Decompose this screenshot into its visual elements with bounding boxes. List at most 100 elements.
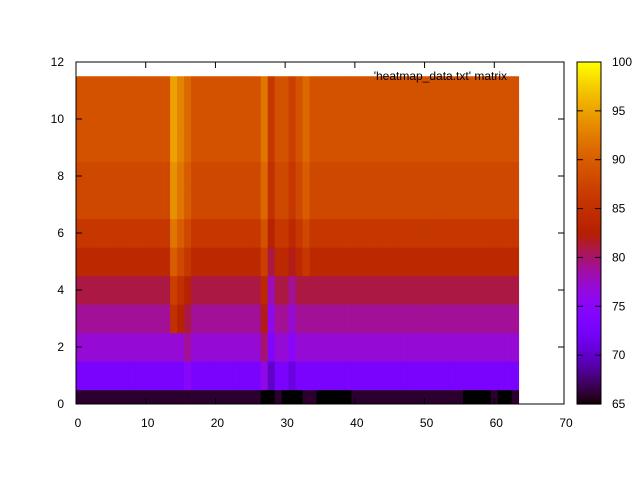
colorbar-band <box>577 78 601 81</box>
heatmap-cell <box>393 161 401 191</box>
heatmap-cell <box>344 133 352 163</box>
colorbar-band <box>577 182 601 185</box>
colorbar-band <box>577 310 601 313</box>
heatmap-cell <box>274 361 283 391</box>
heatmap-cell <box>442 332 450 362</box>
heatmap-cell <box>462 304 471 334</box>
heatmap-cell <box>260 275 269 305</box>
heatmap-cell <box>462 133 471 163</box>
colorbar-band <box>577 364 601 367</box>
heatmap-cell <box>309 332 317 362</box>
heatmap-cell <box>309 361 317 391</box>
heatmap-cell <box>128 218 136 248</box>
heatmap-cell <box>232 190 241 220</box>
heatmap-cell <box>407 218 415 248</box>
heatmap-cell <box>497 133 506 163</box>
heatmap-cell <box>448 190 457 220</box>
heatmap-cell <box>267 389 276 405</box>
heatmap-cell <box>462 361 471 391</box>
heatmap-cell <box>442 275 450 305</box>
heatmap-cell <box>372 133 380 163</box>
heatmap-cell <box>302 247 310 277</box>
heatmap-cell <box>288 361 296 391</box>
heatmap-cell <box>462 218 471 248</box>
heatmap-cell <box>107 275 115 305</box>
heatmap-cell <box>86 190 94 220</box>
heatmap-cell <box>351 104 359 134</box>
colorbar-band <box>577 94 601 97</box>
heatmap-cell <box>400 361 408 391</box>
heatmap-cell <box>114 76 122 106</box>
heatmap-cell <box>365 218 373 248</box>
heatmap-cell <box>351 389 359 405</box>
heatmap-cell <box>469 161 478 191</box>
heatmap-cell <box>246 76 255 106</box>
heatmap-cell <box>260 332 269 362</box>
colorbar-band <box>577 326 601 329</box>
heatmap-cell <box>372 275 380 305</box>
heatmap-cell <box>86 218 94 248</box>
heatmap-cell <box>407 76 415 106</box>
heatmap-cell <box>386 161 394 191</box>
heatmap-cell <box>218 247 227 277</box>
heatmap-cell <box>107 104 115 134</box>
heatmap-cell <box>358 190 366 220</box>
heatmap-cell <box>379 161 387 191</box>
heatmap-cell <box>414 133 422 163</box>
heatmap-cell <box>330 104 338 134</box>
heatmap-cell <box>142 275 150 305</box>
heatmap-cell <box>198 76 206 106</box>
heatmap-cell <box>483 190 492 220</box>
colorbar-band <box>577 276 601 279</box>
heatmap-cell <box>309 218 317 248</box>
heatmap-cell <box>386 190 394 220</box>
heatmap-cell <box>379 275 387 305</box>
heatmap-cell <box>309 304 317 334</box>
colorbar-band <box>577 116 601 119</box>
heatmap-cell <box>295 304 303 334</box>
colorbar-band <box>577 174 601 177</box>
heatmap-cell <box>379 332 387 362</box>
heatmap-cell <box>184 104 192 134</box>
heatmap-cell <box>511 133 520 163</box>
heatmap-cells <box>76 76 520 405</box>
heatmap-cell <box>295 332 303 362</box>
colorbar-band <box>577 222 601 225</box>
heatmap-cell <box>149 332 157 362</box>
heatmap-cell <box>393 389 401 405</box>
heatmap-cell <box>504 389 513 405</box>
heatmap-cell <box>407 104 415 134</box>
heatmap-cell <box>435 161 443 191</box>
heatmap-cell <box>504 332 513 362</box>
heatmap-cell <box>497 332 506 362</box>
heatmap-cell <box>177 389 185 405</box>
heatmap-cell <box>267 304 276 334</box>
heatmap-cell <box>504 361 513 391</box>
colorbar-band <box>577 98 601 101</box>
heatmap-cell <box>93 389 101 405</box>
heatmap-cell <box>448 76 457 106</box>
heatmap-cell <box>483 133 492 163</box>
heatmap-cell <box>76 361 80 391</box>
heatmap-cell <box>232 389 241 405</box>
heatmap-cell <box>107 190 115 220</box>
heatmap-cell <box>462 275 471 305</box>
heatmap-cell <box>497 104 506 134</box>
heatmap-cell <box>407 247 415 277</box>
heatmap-cell <box>455 361 464 391</box>
heatmap-cell <box>170 76 178 106</box>
heatmap-cell <box>211 161 220 191</box>
colorbar-band <box>577 90 601 93</box>
heatmap-cell <box>462 104 471 134</box>
heatmap-cell <box>184 275 192 305</box>
heatmap-cell <box>267 247 276 277</box>
heatmap-cell <box>114 161 122 191</box>
heatmap-cell <box>191 332 199 362</box>
colorbar-band <box>577 286 601 289</box>
heatmap-cell <box>337 275 345 305</box>
heatmap-cell <box>414 247 422 277</box>
heatmap-cell <box>476 361 485 391</box>
heatmap-cell <box>435 361 443 391</box>
colorbar-band <box>577 350 601 353</box>
